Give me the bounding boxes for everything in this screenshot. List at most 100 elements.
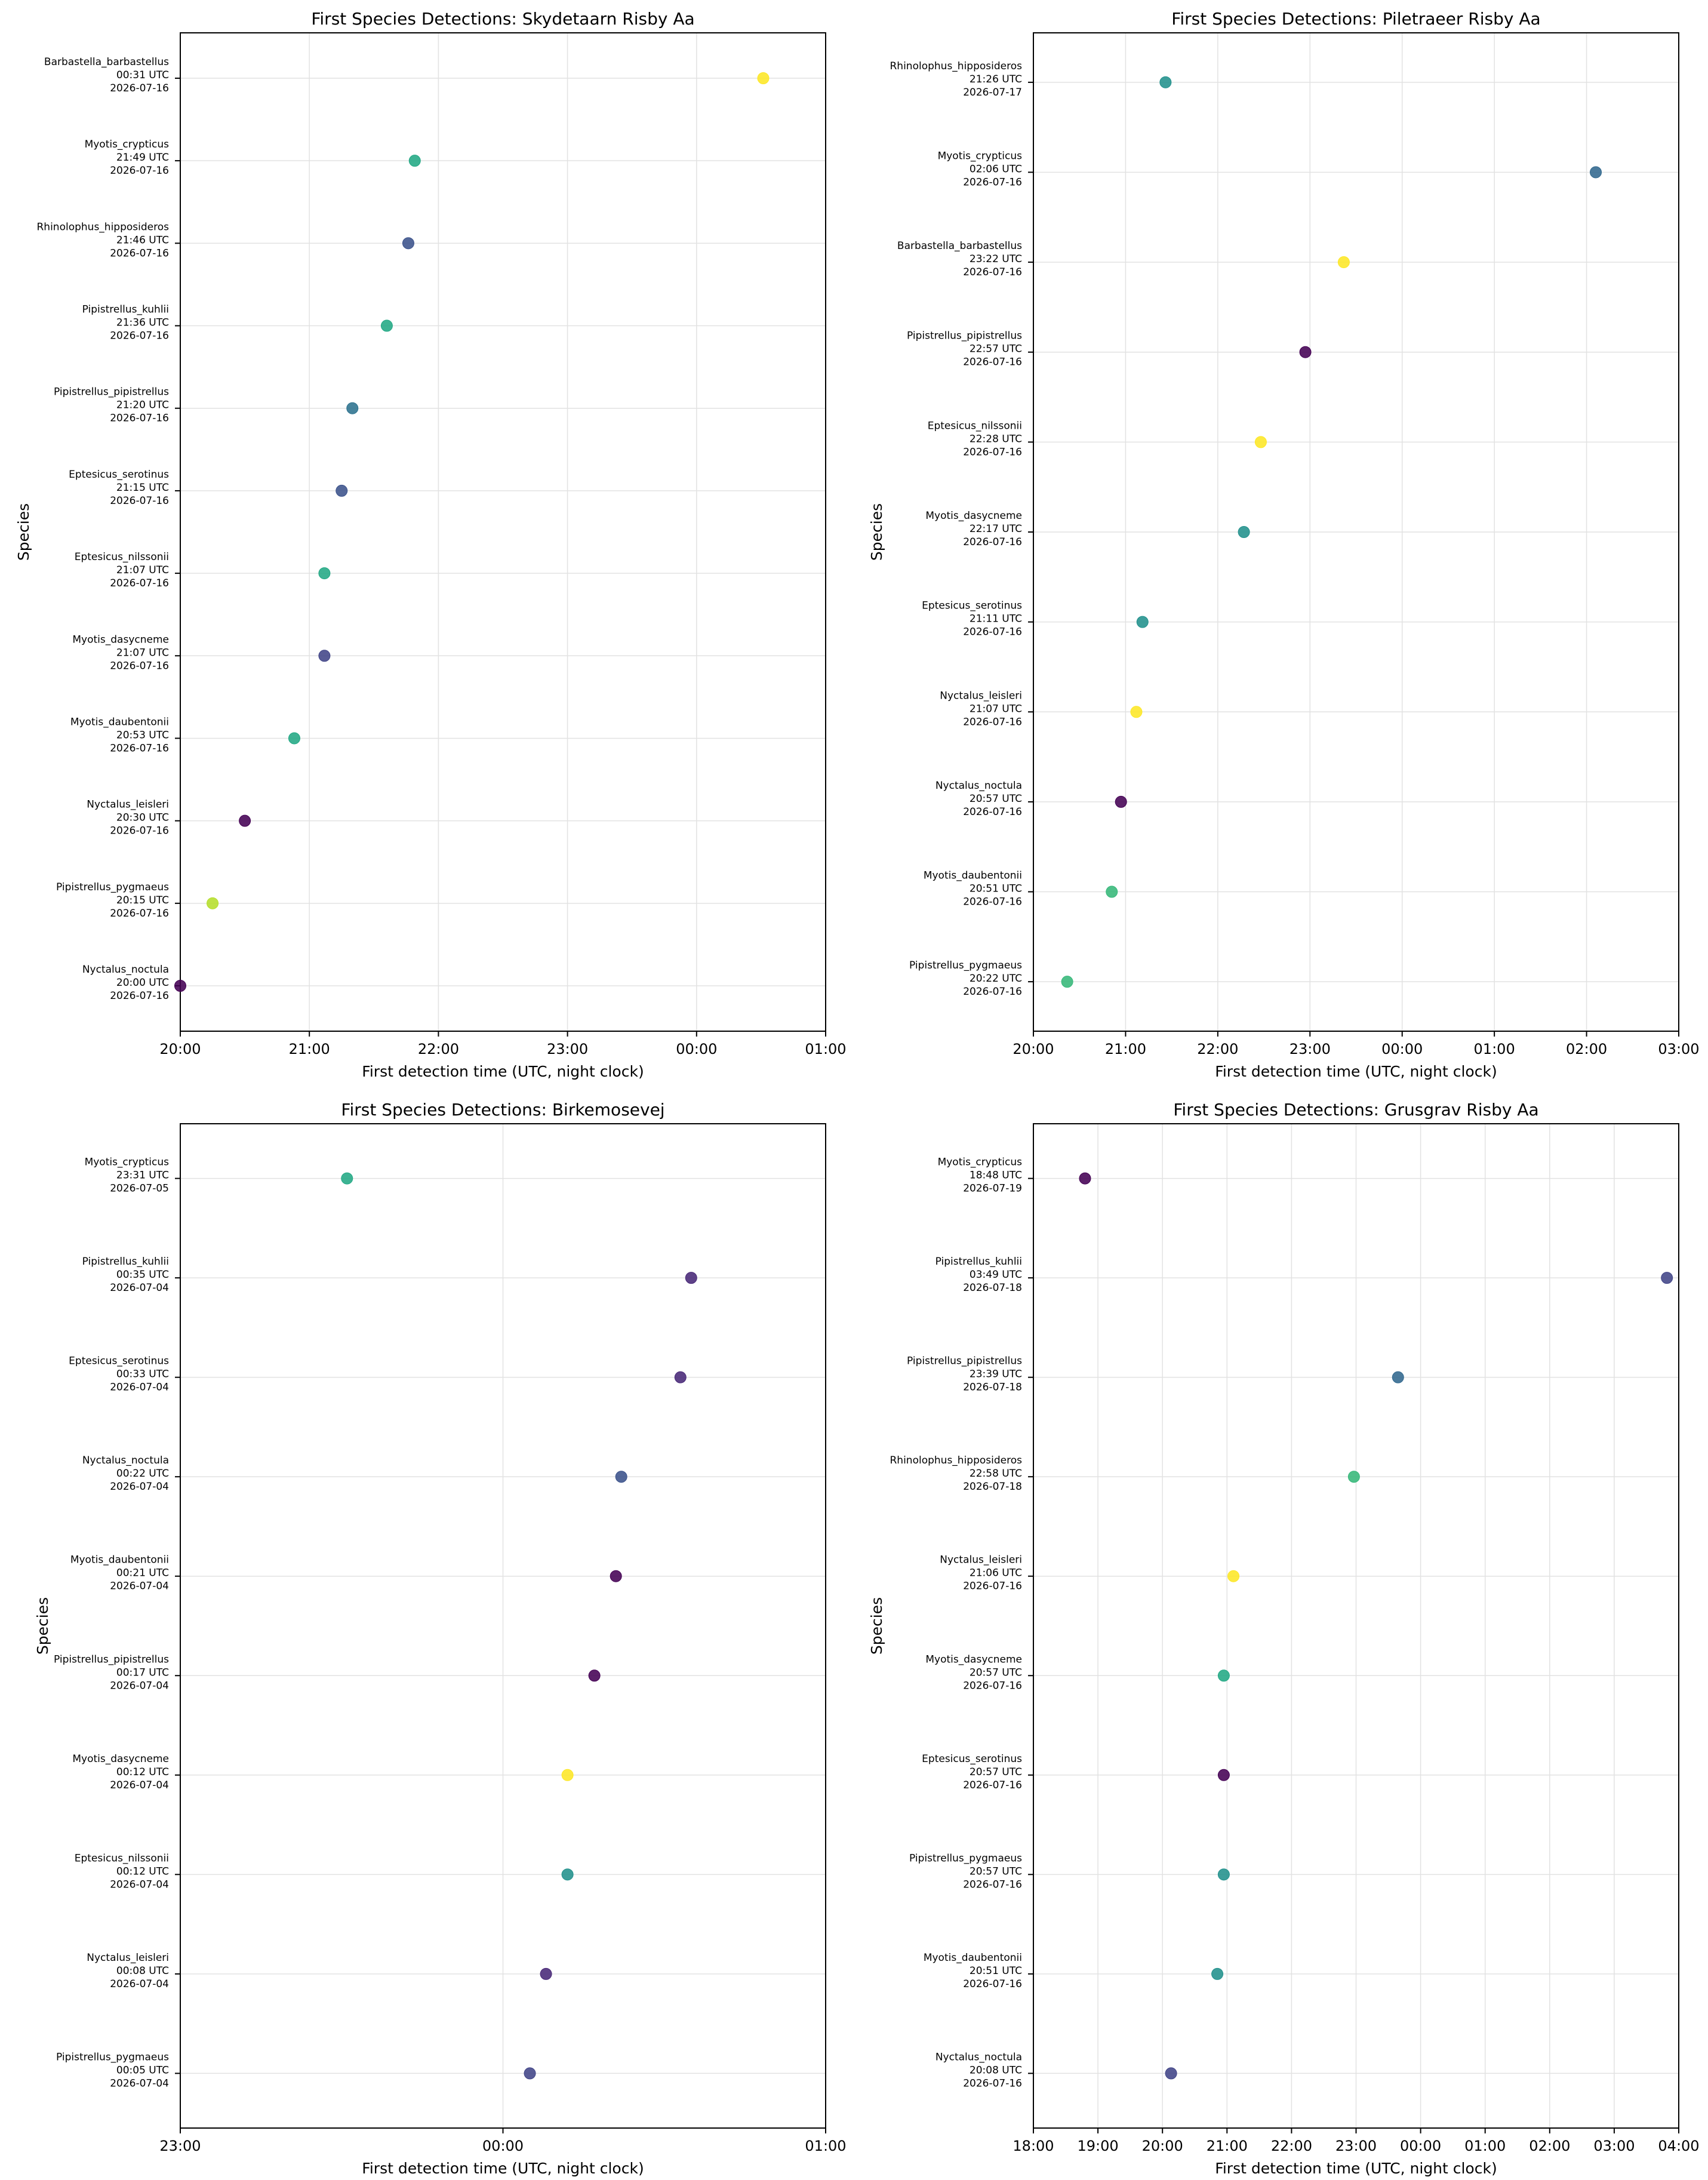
- data-point: [288, 732, 300, 745]
- chart-panel: First Species Detections: Grusgrav Risby…: [868, 1100, 1700, 2177]
- data-point: [561, 1769, 574, 1781]
- species-name: Nyctalus_noctula: [82, 1455, 169, 1466]
- species-name: Rhinolophus_hipposideros: [890, 60, 1023, 72]
- detection-date: 2026-07-16: [963, 536, 1022, 548]
- species-name: Pipistrellus_pipistrellus: [54, 1653, 169, 1665]
- y-tick-label: Pipistrellus_kuhlii 03:49 UTC 2026-07-18: [935, 1256, 1022, 1294]
- detection-date: 2026-07-16: [110, 577, 169, 589]
- detection-date: 2026-07-16: [110, 908, 169, 920]
- species-name: Myotis_dasycneme: [925, 510, 1022, 522]
- detection-date: 2026-07-04: [110, 2077, 169, 2089]
- y-axis-label: Species: [15, 503, 32, 561]
- y-tick-label: Nyctalus_leisleri 21:07 UTC 2026-07-16: [940, 690, 1022, 728]
- data-point: [1130, 706, 1143, 718]
- detection-time: 20:15 UTC: [116, 894, 169, 906]
- detection-date: 2026-07-18: [963, 1282, 1022, 1294]
- chart-panel: First Species Detections: Birkemosevej 23…: [34, 1100, 847, 2177]
- y-tick-label: Nyctalus_leisleri 21:06 UTC 2026-07-16: [940, 1554, 1022, 1592]
- y-tick-label: Eptesicus_nilssonii 00:12 UTC 2026-07-04: [75, 1852, 169, 1890]
- species-name: Eptesicus_serotinus: [922, 600, 1022, 612]
- species-name: Pipistrellus_kuhlii: [935, 1256, 1022, 1268]
- detection-date: 2026-07-16: [963, 266, 1022, 278]
- species-name: Myotis_crypticus: [85, 1157, 170, 1169]
- y-tick-label: Eptesicus_nilssonii 21:07 UTC 2026-07-16: [75, 551, 169, 589]
- detection-time: 00:31 UTC: [116, 69, 169, 81]
- detection-date: 2026-07-16: [110, 495, 169, 507]
- species-name: Myotis_daubentonii: [70, 716, 169, 728]
- y-tick-label: Myotis_dasycneme 00:12 UTC 2026-07-04: [72, 1753, 169, 1791]
- y-tick-label: Pipistrellus_kuhlii 21:36 UTC 2026-07-16: [82, 304, 169, 342]
- chart-title: First Species Detections: Grusgrav Risby…: [1173, 1100, 1538, 1120]
- data-point: [524, 2067, 536, 2080]
- y-tick-label: Nyctalus_leisleri 00:08 UTC 2026-07-04: [87, 1952, 169, 1990]
- data-point: [380, 319, 393, 332]
- species-name: Pipistrellus_pygmaeus: [909, 960, 1022, 971]
- data-point: [1590, 166, 1602, 179]
- x-tick-label: 23:00: [1335, 2138, 1377, 2154]
- detection-date: 2026-07-16: [963, 716, 1022, 728]
- detection-date: 2026-07-16: [110, 990, 169, 1002]
- x-tick-label: 20:00: [1013, 1041, 1054, 1057]
- y-tick-label: Eptesicus_serotinus 21:11 UTC 2026-07-16: [922, 600, 1022, 638]
- detection-date: 2026-07-04: [110, 1680, 169, 1692]
- data-point: [540, 1967, 552, 1980]
- species-name: Rhinolophus_hipposideros: [37, 221, 170, 233]
- y-tick-label: Pipistrellus_pipistrellus 23:39 UTC 2026-0…: [907, 1355, 1022, 1394]
- x-tick-label: 21:00: [1105, 1041, 1146, 1057]
- y-tick-label: Rhinolophus_hipposideros 21:26 UTC 2026-07…: [890, 60, 1023, 99]
- species-name: Nyctalus_leisleri: [87, 1952, 169, 1964]
- species-name: Nyctalus_leisleri: [87, 799, 169, 811]
- species-name: Rhinolophus_hipposideros: [890, 1455, 1023, 1466]
- data-point: [207, 897, 219, 909]
- x-axis-label: First detection time (UTC, night clock): [362, 2160, 644, 2177]
- detection-date: 2026-07-16: [110, 825, 169, 837]
- data-point: [341, 1172, 353, 1185]
- detection-time: 00:33 UTC: [116, 1369, 169, 1380]
- detection-time: 21:07 UTC: [116, 564, 169, 576]
- detection-date: 2026-07-16: [110, 742, 169, 754]
- data-point: [1238, 526, 1250, 538]
- y-tick-label: Myotis_crypticus 18:48 UTC 2026-07-19: [938, 1157, 1023, 1195]
- species-name: Myotis_dasycneme: [925, 1653, 1022, 1665]
- x-tick-label: 22:00: [1271, 2138, 1312, 2154]
- y-axis-label: Species: [868, 1597, 885, 1655]
- y-tick-label: Nyctalus_noctula 20:00 UTC 2026-07-16: [82, 964, 169, 1002]
- data-point: [402, 237, 414, 250]
- detection-time: 21:07 UTC: [970, 703, 1022, 715]
- species-name: Pipistrellus_pipistrellus: [907, 330, 1022, 342]
- detection-time: 21:06 UTC: [970, 1567, 1022, 1579]
- detection-time: 21:15 UTC: [116, 482, 169, 494]
- detection-time: 02:06 UTC: [970, 163, 1022, 175]
- data-point: [336, 484, 348, 497]
- detection-date: 2026-07-16: [963, 1680, 1022, 1692]
- data-point: [1217, 1669, 1230, 1682]
- detection-date: 2026-07-16: [963, 1779, 1022, 1791]
- species-name: Pipistrellus_pygmaeus: [56, 2051, 169, 2063]
- species-name: Myotis_dasycneme: [72, 634, 169, 645]
- detection-time: 20:22 UTC: [970, 973, 1022, 985]
- x-tick-label: 21:00: [289, 1041, 330, 1057]
- detection-time: 21:20 UTC: [116, 399, 169, 411]
- detection-time: 20:57 UTC: [970, 1766, 1022, 1778]
- y-tick-label: Pipistrellus_pygmaeus 20:57 UTC 2026-07-16: [909, 1852, 1022, 1890]
- species-name: Pipistrellus_kuhlii: [82, 304, 169, 316]
- x-tick-label: 04:00: [1658, 2138, 1699, 2154]
- detection-time: 20:53 UTC: [116, 729, 169, 741]
- detection-time: 23:31 UTC: [116, 1170, 169, 1182]
- detection-time: 22:57 UTC: [970, 343, 1022, 355]
- detection-date: 2026-07-16: [963, 176, 1022, 188]
- detection-time: 20:51 UTC: [970, 1965, 1022, 1977]
- chart-title: First Species Detections: Birkemosevej: [341, 1100, 664, 1120]
- detection-time: 22:17 UTC: [970, 523, 1022, 535]
- y-tick-label: Myotis_crypticus 02:06 UTC 2026-07-16: [938, 150, 1023, 188]
- chart-title: First Species Detections: Piletraeer Ris…: [1171, 9, 1540, 29]
- y-tick-label: Eptesicus_serotinus 00:33 UTC 2026-07-04: [69, 1355, 169, 1394]
- data-point: [685, 1272, 697, 1284]
- data-point: [1254, 436, 1267, 448]
- detection-date: 2026-07-16: [110, 82, 169, 94]
- y-tick-label: Myotis_daubentonii 20:51 UTC 2026-07-16: [924, 870, 1022, 908]
- x-tick-label: 03:00: [1658, 1041, 1699, 1057]
- species-name: Pipistrellus_pygmaeus: [909, 1852, 1022, 1864]
- y-tick-label: Myotis_crypticus 23:31 UTC 2026-07-05: [85, 1157, 170, 1195]
